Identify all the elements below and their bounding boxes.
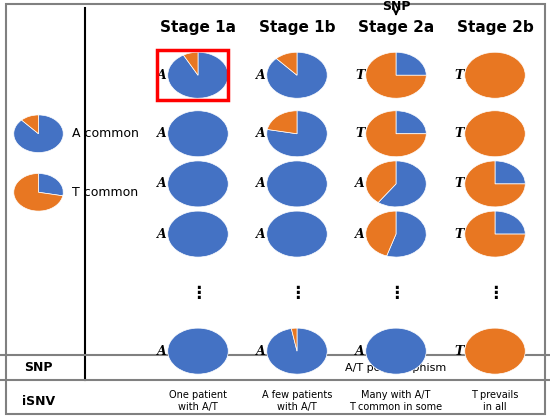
Text: None: None (184, 363, 212, 373)
Wedge shape (168, 52, 228, 98)
Wedge shape (21, 115, 38, 134)
Text: SNP: SNP (24, 361, 53, 375)
Text: A: A (355, 344, 365, 358)
Text: T: T (455, 344, 464, 358)
Text: ⋮: ⋮ (487, 283, 503, 302)
Wedge shape (366, 52, 426, 98)
Wedge shape (366, 211, 396, 256)
Text: T: T (455, 69, 464, 82)
Wedge shape (14, 173, 63, 211)
Wedge shape (276, 52, 297, 75)
Text: A: A (157, 127, 167, 140)
Text: None: None (283, 363, 311, 373)
Wedge shape (184, 52, 198, 75)
Wedge shape (267, 328, 327, 374)
Text: A: A (157, 69, 167, 82)
Wedge shape (366, 328, 426, 374)
Wedge shape (267, 111, 297, 134)
Text: A: A (256, 227, 266, 241)
Wedge shape (168, 328, 228, 374)
Text: T: T (356, 69, 365, 82)
Text: iSNV: iSNV (22, 395, 55, 408)
Wedge shape (168, 211, 228, 257)
Text: T prevails
in all: T prevails in all (471, 390, 519, 412)
Text: A few patients
with A/T: A few patients with A/T (262, 390, 332, 412)
Wedge shape (465, 211, 525, 257)
Wedge shape (465, 111, 525, 157)
Text: Stage 1b: Stage 1b (258, 20, 336, 35)
Text: Stage 1a: Stage 1a (160, 20, 236, 35)
Text: ⋮: ⋮ (289, 283, 305, 302)
Wedge shape (465, 161, 525, 207)
Text: ⋮: ⋮ (190, 283, 206, 302)
Wedge shape (39, 173, 63, 196)
Text: A: A (256, 127, 266, 140)
Wedge shape (378, 161, 426, 207)
Text: A: A (157, 344, 167, 358)
Wedge shape (387, 211, 426, 257)
Wedge shape (465, 52, 525, 98)
Wedge shape (495, 161, 525, 184)
Wedge shape (267, 211, 327, 257)
Text: A: A (355, 227, 365, 241)
Text: Stage 2a: Stage 2a (358, 20, 434, 35)
Text: A: A (256, 177, 266, 191)
Text: A/T polymorphism: A/T polymorphism (345, 363, 447, 373)
Text: A common: A common (72, 127, 139, 140)
Text: T: T (356, 127, 365, 140)
Text: ⋮: ⋮ (388, 283, 404, 302)
Text: T common: T common (72, 186, 138, 199)
Text: None: None (481, 363, 509, 373)
Wedge shape (396, 52, 426, 75)
Bar (157, 50, 228, 100)
Text: A: A (256, 69, 266, 82)
Text: One patient
with A/T: One patient with A/T (169, 390, 227, 412)
Text: SNP: SNP (382, 0, 410, 13)
Text: A: A (157, 227, 167, 241)
Text: T: T (455, 127, 464, 140)
Wedge shape (465, 328, 525, 374)
Text: Many with A/T
T common in some: Many with A/T T common in some (349, 390, 443, 412)
Text: T: T (455, 177, 464, 191)
Wedge shape (267, 161, 327, 207)
Wedge shape (267, 52, 327, 98)
Wedge shape (168, 161, 228, 207)
Text: A: A (256, 344, 266, 358)
Text: A: A (157, 177, 167, 191)
Text: T: T (455, 227, 464, 241)
Wedge shape (495, 211, 525, 234)
Wedge shape (292, 328, 297, 351)
Wedge shape (366, 161, 396, 202)
Wedge shape (168, 111, 228, 157)
Wedge shape (14, 115, 63, 153)
Wedge shape (267, 111, 327, 157)
Wedge shape (396, 111, 426, 134)
Wedge shape (366, 111, 426, 157)
Text: Stage 2b: Stage 2b (456, 20, 534, 35)
Text: A: A (355, 177, 365, 191)
